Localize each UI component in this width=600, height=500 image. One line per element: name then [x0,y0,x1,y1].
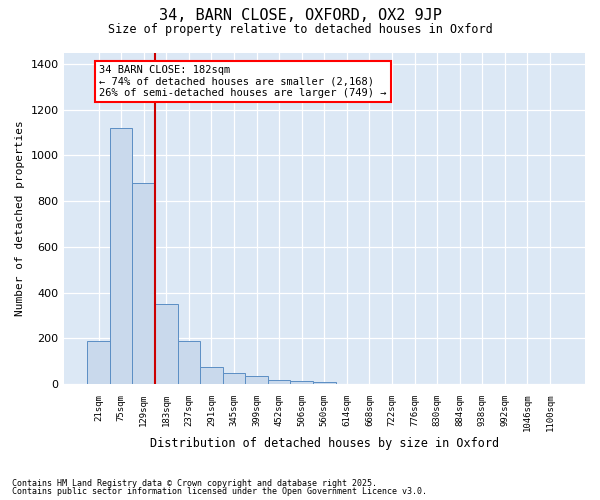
Bar [87,340,110,384]
Bar [178,340,200,384]
Bar [245,376,268,384]
Bar [200,367,223,384]
Bar [223,372,245,384]
Bar [268,380,290,384]
Text: 34 BARN CLOSE: 182sqm
← 74% of detached houses are smaller (2,168)
26% of semi-d: 34 BARN CLOSE: 182sqm ← 74% of detached … [99,65,386,98]
X-axis label: Distribution of detached houses by size in Oxford: Distribution of detached houses by size … [150,437,499,450]
Bar [290,382,313,384]
Bar [155,304,178,384]
Bar [110,128,133,384]
Text: Contains HM Land Registry data © Crown copyright and database right 2025.: Contains HM Land Registry data © Crown c… [12,478,377,488]
Bar [133,183,155,384]
Text: Size of property relative to detached houses in Oxford: Size of property relative to detached ho… [107,22,493,36]
Y-axis label: Number of detached properties: Number of detached properties [15,120,25,316]
Text: 34, BARN CLOSE, OXFORD, OX2 9JP: 34, BARN CLOSE, OXFORD, OX2 9JP [158,8,442,22]
Text: Contains public sector information licensed under the Open Government Licence v3: Contains public sector information licen… [12,487,427,496]
Bar [313,382,335,384]
